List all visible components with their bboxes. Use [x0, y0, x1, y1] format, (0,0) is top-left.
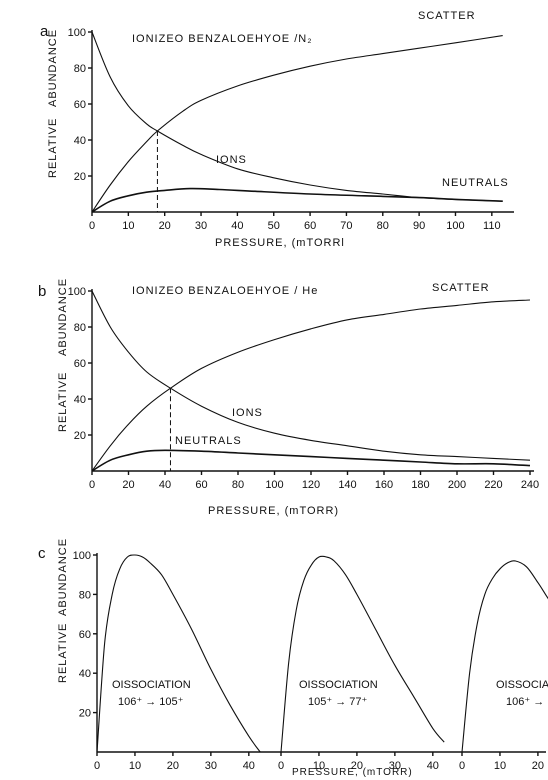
panel-a-xlabel: PRESSURE, (mTORRl [215, 237, 345, 249]
panel-a-x-tick-label: 80 [377, 220, 389, 232]
panel-a-neutrals-line [91, 187, 503, 213]
panel-letter-c: c [38, 545, 46, 562]
panel-c-sub2-x-tick-label: 30 [389, 760, 401, 772]
panel-letter-b: b [38, 283, 46, 300]
panel-b-ylabel-bottom: RELATIVE [57, 372, 69, 432]
panel-c-sub1-x-tick-label: 40 [243, 760, 255, 772]
panel-b-x-tick-label: 40 [159, 479, 171, 491]
panel-b-x-tick-label: 160 [375, 479, 393, 491]
panel-b-scatter-line [91, 299, 531, 472]
panel-a-x-tick-label: 50 [268, 220, 280, 232]
panel-c-sub1-x-tick-label: 10 [129, 760, 141, 772]
panel-c-sub3-label-line1: OISSOCIA [496, 679, 548, 691]
panel-a: IONIZEO BENZALOEHYOE /N₂ RELATIVE ABUNDA… [47, 10, 514, 249]
panel-c-sub3-x-tick-label: 20 [532, 760, 544, 772]
panel-b-x-tick-label: 120 [302, 479, 320, 491]
panel-b-x-tick-label: 240 [521, 479, 539, 491]
panel-b-title: IONIZEO BENZALOEHYOE / He [132, 285, 318, 297]
panel-c: RELATIVE ABUNDANCE PRESSURE, (mTORR) OIS… [57, 538, 548, 778]
panel-c-sub3-x-tick-label: 0 [459, 760, 465, 772]
panel-a-ylabel-top: ABUNDANCE [47, 29, 59, 107]
panel-c-sub1-x-tick-label: 0 [94, 760, 100, 772]
panel-c-ylabel-bottom: RELATIVE [57, 623, 69, 683]
panel-a-series-label-neutrals: NEUTRALS [442, 177, 509, 189]
panel-c-y-tick-label: 60 [79, 629, 91, 641]
panel-a-y-tick-label: 80 [74, 63, 86, 75]
panel-c-sub2-curve [280, 555, 445, 753]
panel-b-x-tick-label: 20 [122, 479, 134, 491]
panel-b-y-tick-label: 80 [74, 322, 86, 334]
panel-b-x-tick-label: 80 [232, 479, 244, 491]
panel-c-sub2-x-tick-label: 20 [351, 760, 363, 772]
panel-a-scatter-line [91, 35, 503, 213]
panel-a-ions-line [91, 31, 503, 202]
panel-a-y-tick-label: 100 [68, 27, 86, 39]
panel-c-y-tick-label: 80 [79, 589, 91, 601]
panel-a-y-tick-label: 20 [74, 171, 86, 183]
panel-b-x-tick-label: 60 [195, 479, 207, 491]
panel-a-x-tick-label: 90 [413, 220, 425, 232]
panel-a-x-tick-label: 20 [159, 220, 171, 232]
panel-a-x-tick-label: 30 [195, 220, 207, 232]
panel-b-x-tick-label: 200 [448, 479, 466, 491]
panel-c-sub1-x-tick-label: 30 [205, 760, 217, 772]
panel-b-xlabel: PRESSURE, (mTORR) [208, 505, 339, 517]
panel-b-neutrals-line [91, 449, 531, 472]
panel-letter-a: a [40, 23, 49, 40]
panel-b-x-tick-label: 140 [338, 479, 356, 491]
panel-a-x-tick-label: 110 [483, 220, 501, 232]
panel-a-x-tick-label: 100 [446, 220, 464, 232]
panel-c-y-tick-label: 100 [73, 550, 91, 562]
panel-a-series-label-scatter: SCATTER [418, 10, 476, 22]
panel-a-x-tick-label: 0 [89, 220, 95, 232]
panel-c-sub3-x-tick-label: 10 [494, 760, 506, 772]
panel-b-x-tick-label: 180 [411, 479, 429, 491]
panel-b-x-tick-label: 0 [89, 479, 95, 491]
panel-a-x-tick-label: 10 [122, 220, 134, 232]
panel-a-y-tick-label: 40 [74, 135, 86, 147]
panel-c-sub3-curve [461, 560, 548, 753]
panel-a-x-tick-label: 60 [304, 220, 316, 232]
panel-c-sub1-curve [96, 554, 261, 753]
panel-b-ylabel-top: ABUNDANCE [57, 278, 69, 356]
panel-c-sub1-x-tick-label: 20 [167, 760, 179, 772]
panel-c-sub2-x-tick-label: 0 [278, 760, 284, 772]
panel-a-x-tick-label: 40 [231, 220, 243, 232]
panel-b-series-label-neutrals: NEUTRALS [175, 435, 242, 447]
panel-b-series-label-scatter: SCATTER [432, 282, 490, 294]
panel-b: IONIZEO BENZALOEHYOE / He RELATIVE ABUND… [57, 278, 539, 517]
panel-a-series-label-ions: IONS [216, 154, 247, 166]
panel-c-sub1-label-line1: OISSOCIATION [112, 679, 191, 691]
panel-a-y-tick-label: 60 [74, 99, 86, 111]
panel-c-sub1-label-line2: 106⁺ → 105⁺ [118, 696, 184, 708]
panel-c-sub2-x-tick-label: 40 [427, 760, 439, 772]
panel-b-series-label-ions: IONS [232, 407, 263, 419]
panel-b-y-tick-label: 40 [74, 394, 86, 406]
panel-b-ions-line [91, 290, 531, 461]
panel-a-title: IONIZEO BENZALOEHYOE /N₂ [132, 33, 312, 45]
panel-c-sub2-label-line2: 105⁺ → 77⁺ [308, 696, 368, 708]
panel-c-y-tick-label: 40 [79, 668, 91, 680]
panel-b-y-tick-label: 100 [68, 286, 86, 298]
panel-b-y-tick-label: 20 [74, 430, 86, 442]
panel-a-ylabel-bottom: RELATIVE [47, 118, 59, 178]
panel-c-sub3-label-line2: 106⁺ → [506, 696, 544, 708]
panel-a-x-tick-label: 70 [340, 220, 352, 232]
panel-c-sub2-label-line1: OISSOCIATION [299, 679, 378, 691]
panel-c-y-tick-label: 20 [79, 708, 91, 720]
panel-b-x-tick-label: 100 [265, 479, 283, 491]
panel-c-ylabel-top: ABUNDANCE [57, 538, 69, 616]
panel-b-y-tick-label: 60 [74, 358, 86, 370]
panel-b-x-tick-label: 220 [484, 479, 502, 491]
panel-c-xlabel: PRESSURE, (mTORR) [292, 767, 413, 778]
panel-c-sub2-x-tick-label: 10 [313, 760, 325, 772]
